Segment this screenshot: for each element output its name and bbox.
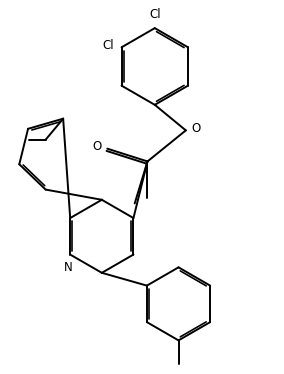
Text: Cl: Cl bbox=[149, 8, 160, 21]
Text: Cl: Cl bbox=[102, 39, 114, 52]
Text: O: O bbox=[191, 122, 201, 135]
Text: O: O bbox=[93, 140, 102, 153]
Text: N: N bbox=[64, 261, 73, 274]
